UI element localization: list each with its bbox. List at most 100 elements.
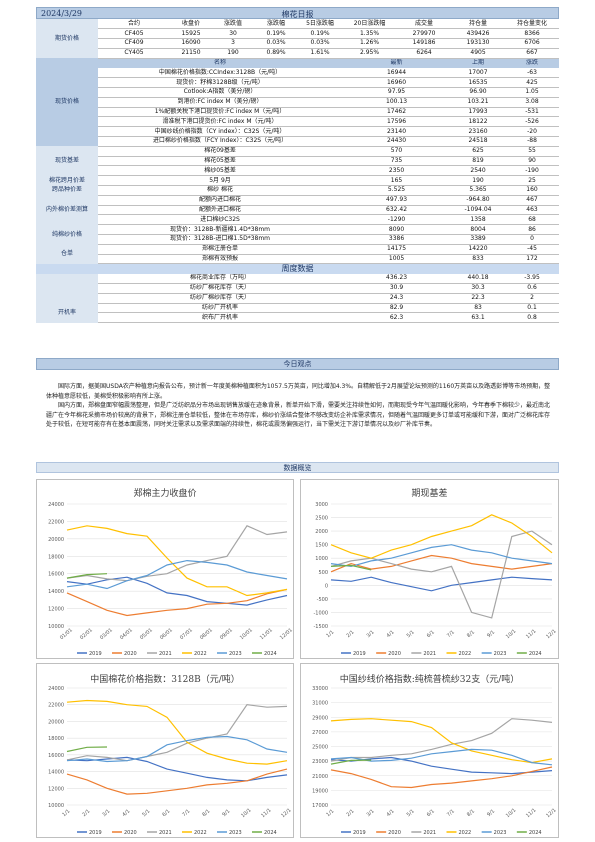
table-row: Cotlook:A指数（美分/磅） 97.95 96.90 1.05 — [36, 87, 560, 98]
importspread-change: 463 — [505, 205, 560, 216]
chart-basis: 期现基差 -1500 -1000 -500 0 500 1000 1500 2000 2500 3… — [300, 479, 559, 659]
x-tick-label: 12/1 — [545, 807, 557, 819]
legend-label-2020: 2020 — [388, 830, 401, 836]
importspread-prev: 1358 — [451, 214, 506, 226]
x-tick-label: 08/01 — [199, 627, 214, 641]
spot-prev: 16535 — [451, 77, 506, 89]
legend-label-2019: 2019 — [89, 830, 102, 836]
futures-header: 持仓量变化 — [505, 19, 560, 30]
series-line-2019 — [330, 576, 553, 592]
table-row: 棉花跨月价差 5月 9月 165 190 25 — [36, 175, 560, 187]
futures-cell: 0.03% — [298, 38, 343, 49]
spot-change: 1.05 — [505, 87, 560, 98]
spot-prev: 17993 — [451, 107, 506, 118]
series-line-2020 — [66, 768, 288, 795]
futures-cell: 1.26% — [342, 38, 398, 49]
spot-change: -531 — [505, 107, 560, 118]
futures-header: 涨跌值 — [212, 19, 255, 30]
y-tick-label: 12000 — [48, 786, 64, 792]
section-label-importspread: 内外棉价差测算 — [36, 195, 98, 225]
importspread-latest: 632.42 — [342, 205, 452, 216]
futures-cell: 21150 — [170, 48, 213, 59]
chart-svg: 10000 12000 14000 16000 18000 20000 22000 24000… — [48, 686, 292, 836]
x-tick-label: 02/01 — [79, 627, 94, 641]
weekly-prev: 440.18 — [451, 273, 506, 285]
futures-cell: 667 — [505, 48, 560, 59]
weekly-title: 周度数据 — [36, 263, 560, 274]
x-tick-label: 7/1 — [446, 808, 456, 818]
importspread-change: 68 — [505, 214, 560, 226]
weekly-latest: 62.3 — [342, 312, 452, 324]
warehouse-latest: 14175 — [342, 244, 452, 255]
futures-cell: 6706 — [505, 38, 560, 49]
basis-name: 棉纱05基差 — [98, 165, 343, 177]
table-row: 1%配额关税下港口提货价:FC index M（元/吨） 17462 17993 -5… — [36, 107, 560, 118]
weekly-latest: 24.3 — [342, 293, 452, 304]
legend-label-2024: 2024 — [529, 830, 542, 836]
warehouse-change: -45 — [505, 244, 560, 255]
series-line-2022 — [330, 514, 553, 559]
legend-label-2023: 2023 — [229, 830, 242, 836]
importspread-name: 配额内进口棉花 — [98, 195, 343, 206]
x-tick-label: 6/1 — [161, 808, 171, 818]
x-tick-label: 5/1 — [406, 808, 416, 818]
table-row: 内外棉价差测算 配额内进口棉花 497.93 -964.80 467 — [36, 195, 560, 225]
weekly-latest: 436.23 — [342, 273, 452, 285]
report-header: 2024/3/29 棉花日报 — [36, 7, 559, 19]
futures-cell: 0.89% — [254, 48, 299, 59]
futures-header: 5日涨跌幅 — [298, 19, 343, 30]
spot-name: 进口棉纱价格指数（FCY Index）：C32S（元/吨） — [98, 136, 343, 147]
futures-cell: 279970 — [397, 28, 452, 40]
report-title: 棉花日报 — [281, 10, 314, 19]
chart-title: 期现基差 — [411, 489, 448, 499]
futures-cell: 16090 — [170, 38, 213, 49]
table-row: 配额外进口棉花 632.42 -1094.04 463 — [36, 205, 560, 216]
basis-latest: 735 — [342, 156, 452, 167]
weekly-name: 纺纱厂开机率 — [98, 303, 343, 314]
warehouse-prev: 14220 — [451, 244, 506, 255]
x-tick-label: 2/1 — [81, 808, 91, 818]
table-row: 棉花商业库存（万吨） 436.23 440.18 -3.95 — [36, 273, 560, 304]
weekly-name: 棉花商业库存（万吨） — [98, 273, 343, 285]
weekly-prev: 63.1 — [451, 312, 506, 324]
x-tick-label: 07/01 — [179, 627, 194, 641]
chart-svg: 17000 19000 21000 23000 25000 27000 29000 31000… — [312, 686, 557, 836]
table-row: 现货价格 名称 最新 上期 涨跌 — [36, 58, 560, 147]
table-row: 进口棉纱C32S -1290 1358 68 — [36, 214, 560, 226]
y-tick-label: 33000 — [312, 686, 328, 692]
y-tick-label: 12000 — [48, 607, 64, 613]
chart-title: 郑棉主力收盘价 — [133, 489, 197, 499]
table-row: CF409 16090 3 0.03% 0.03% 1.26% 149186 193130 67… — [36, 38, 560, 49]
crossvar-change: 160 — [505, 185, 560, 196]
basis-name: 棉花09基差 — [98, 146, 343, 157]
table-row: 纺纱厂棉纱库存（天） 24.3 22.3 2 — [36, 293, 560, 304]
y-tick-label: 3000 — [315, 502, 328, 508]
legend-label-2021: 2021 — [159, 830, 172, 836]
intermonth-label: 5月 9月 — [98, 175, 343, 187]
legend-label-2019: 2019 — [353, 830, 366, 836]
table-row: 织布厂开机率 62.3 63.1 0.8 — [36, 312, 560, 324]
futures-cell: 6264 — [397, 48, 452, 59]
x-tick-label: 05/01 — [139, 627, 154, 641]
legend-label-2022: 2022 — [459, 651, 472, 657]
section-label-warehouse: 仓单 — [36, 244, 98, 264]
section-label-basis: 现货基差 — [36, 146, 98, 176]
basis-name: 棉花05基差 — [98, 156, 343, 167]
x-tick-label: 8/1 — [201, 808, 211, 818]
spot-header: 名称 — [98, 58, 343, 68]
x-tick-label: 09/01 — [219, 627, 234, 641]
legend-label-2020: 2020 — [124, 651, 137, 657]
legend-label-2023: 2023 — [229, 651, 242, 657]
y-tick-label: 10000 — [48, 624, 64, 630]
y-tick-label: 10000 — [48, 803, 64, 809]
table-row: 期货价格 合约 收盘价 涨跌值 涨跌幅 5日涨跌幅 20日涨跌幅 成交量 持仓量 持仓量变化 — [36, 19, 560, 59]
y-tick-label: -1000 — [313, 610, 328, 616]
domestic-paragraph: 国内方面，郑棉盘面窄幅震荡整理，但是广泛纺织品分市场出现销售放缓在迹象背景，新单… — [46, 402, 551, 429]
crossvar-label: 棉纱 棉花 — [98, 185, 343, 196]
weekly-name: 纺纱厂棉纱库存（天） — [98, 293, 343, 304]
x-tick-label: 8/1 — [466, 629, 476, 639]
x-tick-label: 5/1 — [406, 629, 416, 639]
legend-label-2021: 2021 — [423, 830, 436, 836]
futures-header: 收盘价 — [170, 19, 213, 30]
legend-label-2020: 2020 — [388, 651, 401, 657]
